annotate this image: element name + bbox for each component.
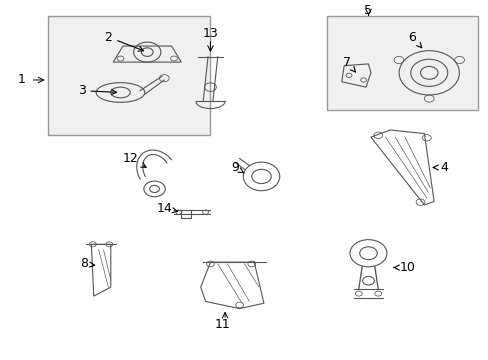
Text: 11: 11 [214,318,230,331]
Bar [47,16,210,135]
Text: 9: 9 [230,161,244,174]
Bar [326,16,477,111]
Text: 4: 4 [432,161,447,174]
Text: 10: 10 [393,261,414,274]
Text: 13: 13 [202,27,218,40]
Text: 8: 8 [80,257,95,270]
Text: 14: 14 [156,202,178,215]
Text: 7: 7 [342,55,355,72]
Text: 5: 5 [364,4,372,17]
Text: 3: 3 [78,84,116,97]
Text: 12: 12 [122,152,146,167]
Text: 1: 1 [18,73,26,86]
Text: 6: 6 [407,31,421,48]
Text: 2: 2 [104,31,143,51]
